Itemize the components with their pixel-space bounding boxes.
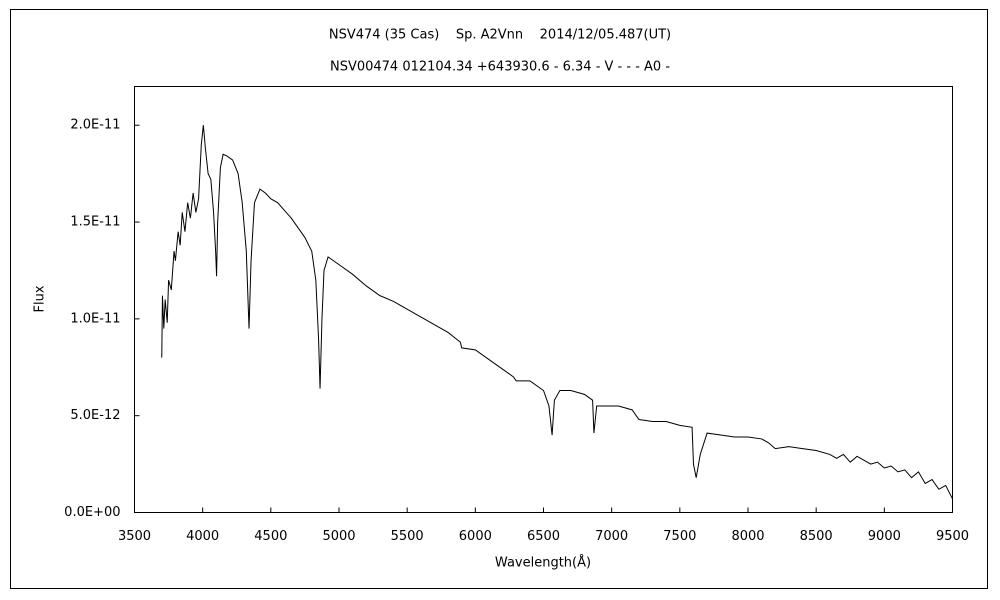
x-tick-label: 9000	[868, 529, 901, 544]
x-tick-label: 6500	[527, 529, 560, 544]
y-axis-label: Flux	[33, 285, 48, 312]
plot-frame	[134, 86, 953, 513]
x-tick-label: 6000	[459, 529, 492, 544]
y-tick-label: 1.5E-11	[70, 215, 120, 230]
x-axis-label: Wavelength(Å)	[495, 555, 591, 571]
x-tick-label: 7500	[663, 529, 696, 544]
x-tick-label: 7000	[595, 529, 628, 544]
y-tick-label: 0.0E+00	[64, 505, 120, 520]
x-tick-label: 3500	[118, 529, 151, 544]
y-tick-label: 1.0E-11	[70, 311, 120, 326]
x-tick-label: 5000	[322, 529, 355, 544]
y-tick-label: 2.0E-11	[70, 118, 120, 133]
figure-border	[10, 9, 988, 589]
x-tick-label: 8000	[731, 529, 764, 544]
x-tick-label: 4500	[254, 529, 287, 544]
y-tick-label: 5.0E-12	[70, 408, 120, 423]
chart-subtitle: NSV00474 012104.34 +643930.6 - 6.34 - V …	[330, 60, 670, 75]
x-tick-label: 5500	[391, 529, 424, 544]
spectrum-line	[161, 125, 953, 500]
chart-title: NSV474 (35 Cas) Sp. A2Vnn 2014/12/05.487…	[329, 28, 671, 43]
x-tick-label: 8500	[800, 529, 833, 544]
x-tick-label: 4000	[186, 529, 219, 544]
x-tick-label: 9500	[936, 529, 969, 544]
